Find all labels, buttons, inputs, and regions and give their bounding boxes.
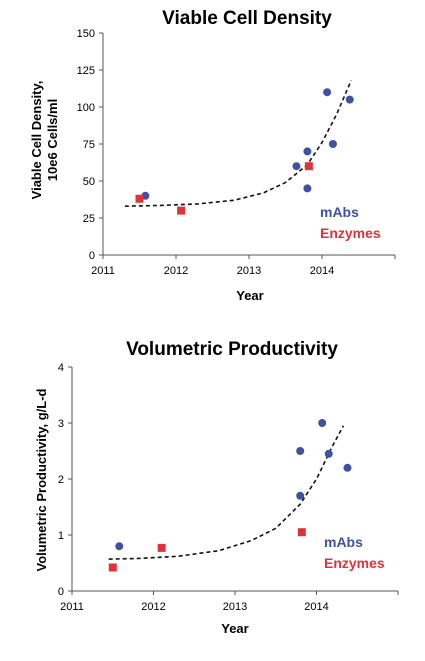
trend-line — [108, 425, 345, 560]
point-enzymes — [157, 543, 166, 552]
point-enzymes — [297, 528, 306, 537]
point-enzymes — [304, 162, 313, 171]
chart-title: Volumetric Productivity — [126, 339, 338, 360]
x-tick-label: 2011 — [60, 601, 84, 613]
y-tick-label: 150 — [77, 28, 95, 40]
chart-title: Viable Cell Density — [162, 8, 332, 29]
point-mabs — [303, 184, 312, 193]
y-tick-label: 4 — [58, 362, 64, 374]
y-axis-label-line1: Viable Cell Density, — [29, 81, 44, 200]
axes — [99, 32, 396, 259]
x-axis-label: Year — [236, 288, 263, 303]
trend-line — [124, 80, 352, 207]
point-enzymes — [177, 206, 186, 215]
data-points — [135, 88, 354, 215]
point-mabs — [318, 419, 327, 427]
chart-volumetric-productivity: Volumetric Productivity 0 1 2 3 4 2011 2012 201… — [34, 339, 399, 636]
point-mabs — [343, 463, 352, 472]
y-tick-label: 25 — [83, 213, 95, 225]
point-mabs — [323, 88, 332, 97]
point-mabs — [115, 542, 124, 551]
point-mabs — [328, 140, 337, 148]
y-tick-label: 0 — [58, 586, 64, 598]
y-tick-label: 125 — [77, 65, 95, 77]
legend-enzymes: Enzymes — [324, 555, 385, 571]
point-mabs — [292, 162, 301, 171]
x-axis-label: Year — [221, 621, 248, 636]
legend-mabs: mAbs — [324, 534, 363, 550]
legend-enzymes: Enzymes — [320, 225, 381, 241]
x-tick-label: 2014 — [304, 601, 328, 613]
y-axis-label: Volumetric Productivity, g/L-d — [34, 388, 49, 571]
point-mabs — [296, 491, 305, 500]
y-tick-label: 100 — [77, 102, 95, 114]
x-tick-label: 2012 — [141, 601, 165, 613]
chart-viable-cell-density: Viable Cell Density 0 25 50 75 100 125 150 2011… — [29, 8, 396, 303]
point-mabs — [324, 449, 333, 458]
x-tick-label: 2014 — [310, 265, 334, 277]
y-tick-label: 1 — [58, 530, 64, 542]
axes — [68, 366, 399, 595]
y-tick-label: 2 — [58, 474, 64, 486]
point-enzymes — [135, 194, 144, 203]
y-tick-label: 50 — [83, 176, 95, 188]
point-mabs — [296, 447, 305, 455]
x-tick-label: 2011 — [91, 265, 115, 277]
trend-line-path — [108, 425, 345, 560]
x-tick-label: 2012 — [164, 265, 188, 277]
point-enzymes — [108, 563, 117, 572]
y-tick-label: 75 — [83, 139, 95, 151]
trend-line-path — [124, 80, 352, 207]
tick-labels: 0 1 2 3 4 2011 2012 2013 2014 — [58, 362, 329, 613]
tick-labels: 0 25 50 75 100 125 150 2011 2012 2013 2014 — [77, 28, 335, 277]
point-mabs — [303, 147, 312, 156]
x-tick-label: 2013 — [237, 265, 261, 277]
x-tick-label: 2013 — [223, 601, 247, 613]
y-tick-label: 3 — [58, 418, 64, 430]
point-mabs — [345, 95, 354, 104]
data-points — [108, 419, 352, 572]
y-axis-label-line2: 10e6 Cells/ml — [45, 99, 60, 181]
y-tick-label: 0 — [89, 250, 95, 262]
legend-mabs: mAbs — [320, 204, 359, 220]
